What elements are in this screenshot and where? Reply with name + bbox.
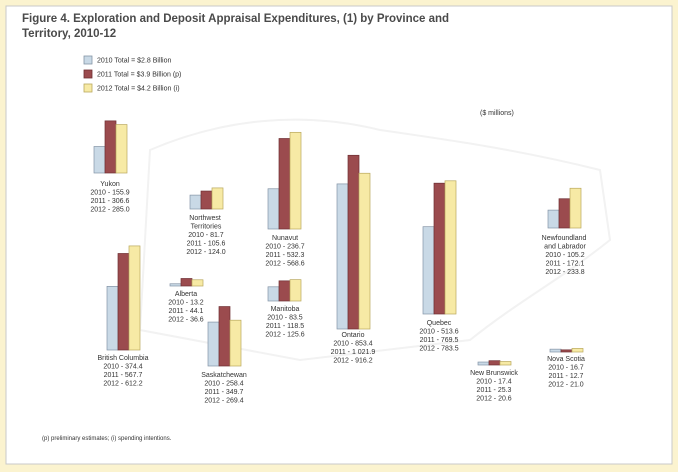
bar xyxy=(169,283,182,287)
value-label: 2011 - 306.6 xyxy=(91,198,130,205)
bar xyxy=(571,348,584,353)
region-name: Yukon xyxy=(100,181,120,188)
legend-label: 2010 Total = $2.8 Billion xyxy=(97,58,172,65)
region-name: Newfoundland and Labrador xyxy=(542,235,589,251)
bar xyxy=(207,321,220,367)
bar xyxy=(433,182,446,315)
value-label: 2010 - 13.2 xyxy=(168,300,204,307)
bar xyxy=(229,319,242,367)
value-label: 2011 - 172.1 xyxy=(546,261,585,268)
unit-note: ($ millions) xyxy=(480,110,514,117)
value-label: 2010 - 853.4 xyxy=(333,341,372,348)
bar xyxy=(218,306,231,367)
region-name: Nunavut xyxy=(272,235,298,242)
bar xyxy=(267,286,280,302)
value-label: 2011 - 349.7 xyxy=(205,389,244,396)
value-label: 2012 - 269.4 xyxy=(204,398,243,405)
bar xyxy=(211,187,224,210)
bar xyxy=(180,278,193,287)
region-name: British Columbia xyxy=(98,355,149,362)
footnote: (p) preliminary estimates; (i) spending … xyxy=(42,436,172,442)
bar xyxy=(422,226,435,315)
value-label: 2010 - 236.7 xyxy=(265,244,304,251)
value-label: 2010 - 258.4 xyxy=(204,381,243,388)
bar xyxy=(289,131,302,230)
region-name: Manitoba xyxy=(271,306,300,313)
bar xyxy=(347,154,360,330)
value-label: 2012 - 612.2 xyxy=(103,381,142,388)
bar xyxy=(200,190,213,210)
bar xyxy=(558,198,571,229)
value-label: 2012 - 916.2 xyxy=(333,358,372,365)
value-label: 2011 - 769.5 xyxy=(420,337,459,344)
bar xyxy=(560,349,573,353)
bar xyxy=(477,361,490,366)
value-label: 2011 - 105.6 xyxy=(187,241,226,248)
bar xyxy=(267,188,280,230)
region-name: Northwest Territories xyxy=(189,215,222,231)
legend-swatch xyxy=(83,69,93,79)
value-label: 2012 - 36.6 xyxy=(168,317,204,324)
legend-swatch xyxy=(83,55,93,65)
bar xyxy=(115,124,128,174)
value-label: 2011 - 532.3 xyxy=(266,252,305,259)
value-label: 2011 - 12.7 xyxy=(549,373,584,380)
value-label: 2010 - 155.9 xyxy=(90,190,129,197)
value-label: 2012 - 21.0 xyxy=(548,382,584,389)
bar xyxy=(191,279,204,287)
value-label: 2011 - 25.3 xyxy=(477,387,512,394)
region-name: Saskatchewan xyxy=(201,372,247,379)
value-label: 2011 - 44.1 xyxy=(169,308,204,315)
legend-label: 2012 Total = $4.2 Billion (i) xyxy=(97,86,180,93)
bar xyxy=(547,209,560,229)
value-label: 2010 - 17.4 xyxy=(476,379,512,386)
value-label: 2010 - 513.6 xyxy=(419,329,458,336)
value-label: 2012 - 125.6 xyxy=(265,332,304,339)
legend-label: 2011 Total = $3.9 Billion (p) xyxy=(97,72,181,79)
bar xyxy=(93,146,106,174)
value-label: 2011 - 1 021.9 xyxy=(331,349,376,356)
value-label: 2012 - 783.5 xyxy=(419,346,458,353)
bar xyxy=(117,253,130,351)
bar xyxy=(336,183,349,330)
value-label: 2012 - 568.6 xyxy=(265,261,304,268)
value-label: 2010 - 374.4 xyxy=(103,364,142,371)
bar xyxy=(278,138,291,230)
map-outline xyxy=(138,118,612,362)
value-label: 2011 - 118.5 xyxy=(266,323,304,330)
value-label: 2011 - 567.7 xyxy=(104,372,143,379)
bar xyxy=(189,194,202,210)
bar xyxy=(128,245,141,351)
bar xyxy=(278,280,291,302)
chart-title: Figure 4. Exploration and Deposit Apprai… xyxy=(22,13,452,40)
bar xyxy=(104,120,117,174)
value-label: 2012 - 124.0 xyxy=(186,249,225,256)
bar xyxy=(488,360,501,366)
value-label: 2010 - 105.2 xyxy=(545,252,584,259)
region-name: Alberta xyxy=(175,291,197,298)
value-label: 2010 - 83.5 xyxy=(267,315,303,322)
region-name: Quebec xyxy=(427,320,452,327)
region-name: New Brunswick xyxy=(470,370,518,377)
bar xyxy=(569,187,582,229)
region-name: Nova Scotia xyxy=(547,356,585,363)
value-label: 2012 - 285.0 xyxy=(90,207,129,214)
bar xyxy=(499,361,512,366)
bar xyxy=(444,180,457,315)
value-label: 2010 - 16.7 xyxy=(548,365,584,372)
value-label: 2012 - 233.8 xyxy=(545,269,584,276)
bar xyxy=(549,348,562,353)
bar xyxy=(289,279,302,302)
legend-swatch xyxy=(83,83,93,93)
value-label: 2012 - 20.6 xyxy=(476,396,512,403)
bar xyxy=(358,172,371,330)
value-label: 2010 - 81.7 xyxy=(188,232,224,239)
bar xyxy=(106,286,119,351)
region-name: Ontario xyxy=(342,332,365,339)
